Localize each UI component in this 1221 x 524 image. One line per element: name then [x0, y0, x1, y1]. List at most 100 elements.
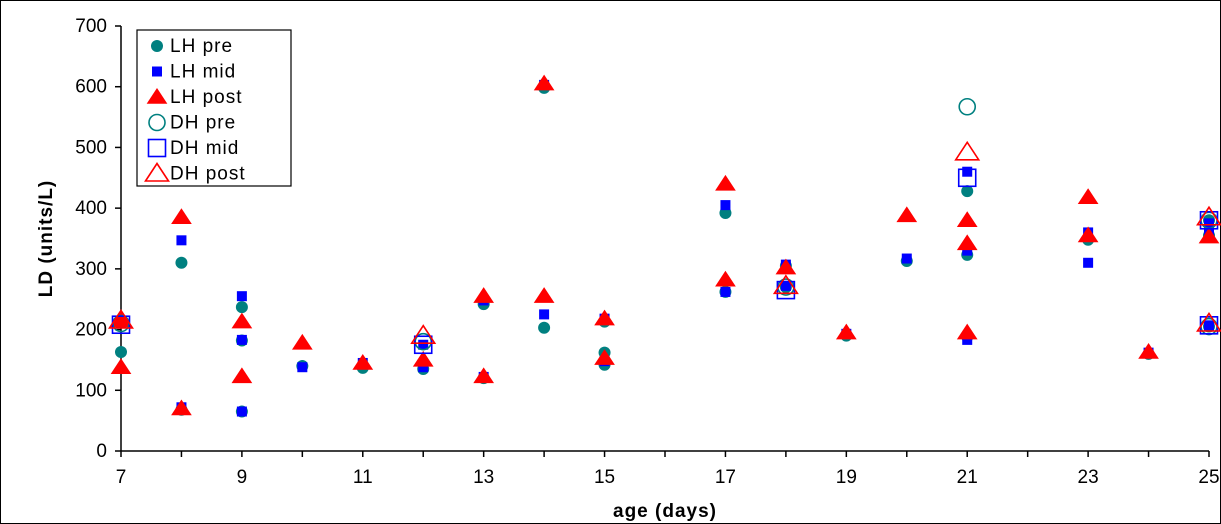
- x-tick-label: 11: [353, 467, 373, 488]
- data-point: [1083, 257, 1094, 268]
- data-point: [110, 358, 132, 374]
- data-point: [956, 323, 978, 340]
- data-point: [473, 287, 495, 303]
- legend-label: LH mid: [170, 62, 236, 83]
- data-point: [1196, 312, 1221, 332]
- data-point: [533, 287, 555, 303]
- y-axis-label: LD (units/L): [36, 180, 57, 298]
- y-tick-label: 700: [75, 16, 107, 37]
- x-tick-label: 7: [116, 467, 127, 488]
- data-point: [291, 333, 313, 350]
- data-point: [956, 234, 978, 251]
- data-marks: [108, 74, 1221, 418]
- data-point: [236, 291, 247, 302]
- data-point: [108, 309, 134, 329]
- data-point: [175, 256, 188, 269]
- data-point: [418, 362, 429, 373]
- y-tick-label: 300: [75, 259, 107, 280]
- x-tick-label: 9: [237, 467, 248, 488]
- x-tick-label: 25: [1198, 467, 1219, 488]
- y-tick-label: 200: [75, 320, 107, 341]
- data-point: [1077, 188, 1099, 204]
- y-tick-label: 100: [75, 380, 107, 401]
- legend-item: LH mid: [152, 62, 236, 83]
- y-tick-label: 500: [75, 137, 107, 158]
- data-point: [297, 362, 308, 373]
- data-point: [413, 335, 433, 355]
- x-axis-label: age (days): [613, 501, 717, 522]
- series-lh-post: [110, 74, 1220, 416]
- data-point: [1198, 227, 1220, 244]
- data-point: [957, 168, 977, 188]
- data-point: [720, 200, 731, 211]
- legend-label: LH pre: [170, 36, 233, 57]
- y-tick-label: 600: [75, 77, 107, 98]
- legend-marker: [151, 40, 163, 52]
- data-point: [533, 74, 555, 91]
- data-point: [171, 399, 192, 416]
- x-tick-label: 19: [836, 467, 857, 488]
- y-tick-label: 400: [75, 198, 107, 219]
- data-point: [594, 309, 615, 326]
- series-dh-post: [108, 140, 1221, 344]
- data-point: [1204, 218, 1214, 229]
- data-point: [720, 286, 731, 297]
- legend-label: DH post: [170, 164, 246, 185]
- data-point: [962, 245, 973, 256]
- legend-marker: [144, 162, 170, 182]
- legend-item: DH mid: [147, 138, 239, 159]
- data-point: [715, 174, 736, 191]
- data-point: [780, 280, 791, 291]
- legend-marker: [146, 88, 168, 104]
- data-point: [775, 258, 797, 275]
- legend-label: DH pre: [170, 113, 236, 134]
- axes: 0 100 200 300 400 500 600 700 7 9 11 13 15 17 19 21 23 25: [75, 16, 1219, 488]
- data-point: [901, 253, 912, 264]
- data-point: [1138, 343, 1159, 359]
- legend-item: LH post: [146, 87, 242, 108]
- x-tick-label: 13: [473, 467, 494, 488]
- data-point: [1204, 320, 1214, 331]
- legend-item: DH post: [144, 162, 246, 185]
- legend-marker: [152, 66, 162, 77]
- data-point: [962, 166, 973, 177]
- data-point: [715, 270, 736, 287]
- x-tick-label: 17: [715, 467, 736, 488]
- legend: LH pre LH mid LH post DH pre DH mid DH post: [136, 29, 292, 187]
- legend-item: DH pre: [148, 113, 236, 134]
- data-point: [1077, 226, 1099, 243]
- data-point: [896, 206, 918, 223]
- x-tick-label: 15: [594, 467, 615, 488]
- x-tick-label: 21: [957, 467, 978, 488]
- data-point: [956, 211, 978, 228]
- legend-item: LH pre: [151, 36, 233, 57]
- x-tick-label: 23: [1078, 467, 1099, 488]
- data-point: [835, 323, 857, 340]
- data-point: [1196, 205, 1221, 226]
- data-point: [958, 97, 977, 116]
- data-point: [594, 349, 615, 365]
- legend-label: LH post: [170, 87, 242, 108]
- data-point: [231, 312, 253, 329]
- y-tick-label: 0: [96, 441, 107, 462]
- data-point: [231, 367, 253, 384]
- legend-box: [136, 29, 292, 187]
- data-point: [473, 367, 495, 384]
- data-point: [410, 324, 437, 344]
- data-point: [539, 309, 550, 320]
- data-point: [110, 311, 132, 328]
- data-point: [412, 350, 434, 367]
- data-point: [538, 321, 551, 334]
- legend-label: DH mid: [170, 138, 239, 159]
- legend-marker: [147, 138, 167, 158]
- legend-marker: [148, 113, 166, 132]
- data-point: [236, 406, 247, 417]
- data-point: [115, 346, 127, 359]
- data-point: [418, 339, 429, 350]
- data-point: [962, 334, 973, 345]
- data-point: [171, 208, 192, 224]
- data-point: [236, 334, 247, 345]
- data-point: [235, 301, 248, 314]
- data-point: [772, 274, 799, 295]
